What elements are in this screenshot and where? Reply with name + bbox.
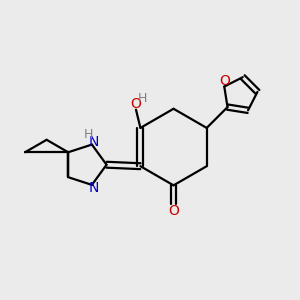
Text: H: H <box>84 128 93 141</box>
Text: O: O <box>130 98 141 111</box>
Text: N: N <box>89 135 99 148</box>
Text: N: N <box>89 181 99 195</box>
Text: O: O <box>168 204 179 218</box>
Text: O: O <box>219 74 230 88</box>
Text: H: H <box>138 92 147 105</box>
